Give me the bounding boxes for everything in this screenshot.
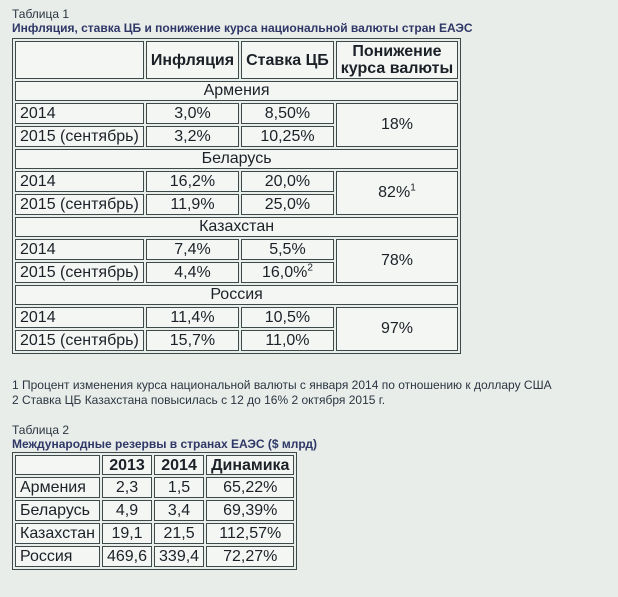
table1-period: 2014: [15, 239, 144, 260]
table2-2014-value: 3,4: [154, 500, 205, 521]
table1-period: 2014: [15, 307, 144, 328]
table1-header-inflation: Инфляция: [145, 41, 240, 79]
table1-devaluation-text: 82%: [378, 184, 411, 201]
table1-inflation-value: 7,4%: [145, 239, 240, 260]
table1-region-row: Армения: [15, 81, 459, 101]
table1-devaluation-text: 18%: [380, 116, 413, 133]
table1-header-devaluation-line1: Понижение: [352, 43, 442, 60]
table1-inflation-value: 11,4%: [145, 307, 240, 328]
table1-devaluation-value: 78%: [335, 239, 459, 283]
table1-region-row: Беларусь: [15, 149, 459, 169]
table1-devaluation-value: 82%1: [335, 171, 459, 215]
table2-caption: Таблица 2: [12, 423, 70, 437]
table2-2013-value: 2,3: [101, 477, 153, 498]
table2-2014-value: 339,4: [154, 546, 205, 567]
table1-inflation-value: 4,4%: [145, 262, 240, 283]
table1-footnote-2: 2 Ставка ЦБ Казахстана повысилась с 12 д…: [12, 393, 386, 407]
table1-header-blank: [15, 41, 144, 79]
table2-2013-value: 19,1: [101, 523, 153, 544]
table1-rate-value: 20,0%: [241, 171, 334, 192]
table1-rate-value: 10,5%: [241, 307, 334, 328]
table2-country: Армения: [15, 477, 100, 498]
table2-country: Россия: [15, 546, 100, 567]
table1-header-devaluation: Понижение курса валюты: [335, 41, 459, 79]
table1-header-rate: Ставка ЦБ: [241, 41, 334, 79]
table1-inflation-value: 15,7%: [145, 330, 240, 351]
table1-rate-value: 25,0%: [241, 194, 334, 215]
table1-title: Инфляция, ставка ЦБ и понижение курса на…: [12, 21, 473, 35]
table1-period: 2014: [15, 103, 144, 124]
table2-2013-value: 4,9: [101, 500, 153, 521]
table1-devaluation-footnote-ref: 1: [410, 182, 416, 194]
table2-header-dynamics: Динамика: [206, 455, 295, 475]
table1-inflation-value: 16,2%: [145, 171, 240, 192]
table1-period: 2015 (сентябрь): [15, 262, 144, 283]
table1-rate-text: 16,0%: [261, 263, 308, 281]
table1-rate-footnote-ref: 2: [307, 262, 313, 274]
table1-period: 2015 (сентябрь): [15, 330, 144, 351]
table2-dynamics-value: 112,57%: [206, 523, 295, 544]
table2-dynamics-value: 72,27%: [206, 546, 295, 567]
table2-header-2013: 2013: [101, 455, 153, 475]
table2-country: Казахстан: [15, 523, 100, 544]
table1-caption: Таблица 1: [12, 7, 70, 21]
table1-rate-value: 16,0%2: [241, 262, 334, 283]
table1-devaluation-value: 97%: [335, 307, 459, 351]
table1-region-row: Казахстан: [15, 217, 459, 237]
table1-footnote-1: 1 Процент изменения курса национальной в…: [12, 378, 552, 392]
table2-2014-value: 21,5: [154, 523, 205, 544]
table1-header-devaluation-line2: курса валюты: [340, 60, 454, 77]
table1-rate-value: 8,50%: [241, 103, 334, 124]
table1-inflation-rates: Инфляция Ставка ЦБ Понижение курса валют…: [12, 38, 462, 354]
table2-dynamics-value: 65,22%: [206, 477, 295, 498]
table1-period: 2015 (сентябрь): [15, 126, 144, 147]
table1-devaluation-text: 78%: [380, 252, 413, 269]
table2-title: Международные резервы в странах ЕАЭС ($ …: [12, 437, 318, 451]
table2-2013-value: 469,6: [101, 546, 153, 567]
table1-period: 2015 (сентябрь): [15, 194, 144, 215]
table1-period: 2014: [15, 171, 144, 192]
table2-header-2014: 2014: [154, 455, 205, 475]
table2-reserves: 2013 2014 Динамика Армения 2,3 1,5 65,22…: [12, 452, 298, 570]
table1-rate-value: 11,0%: [241, 330, 334, 351]
table1-devaluation-text: 97%: [380, 320, 413, 337]
table1-inflation-value: 3,2%: [145, 126, 240, 147]
table2-country: Беларусь: [15, 500, 100, 521]
table1-inflation-value: 11,9%: [145, 194, 240, 215]
table1-inflation-value: 3,0%: [145, 103, 240, 124]
table1-rate-value: 10,25%: [241, 126, 334, 147]
table1-region-row: Россия: [15, 285, 459, 305]
table2-header-blank: [15, 455, 100, 475]
table1-rate-value: 5,5%: [241, 239, 334, 260]
table2-dynamics-value: 69,39%: [206, 500, 295, 521]
table1-devaluation-value: 18%: [335, 103, 459, 147]
table2-2014-value: 1,5: [154, 477, 205, 498]
